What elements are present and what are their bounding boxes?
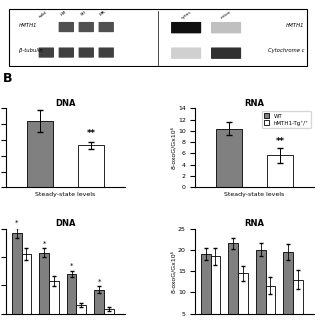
Bar xyxy=(67,274,76,314)
Text: B: B xyxy=(3,72,13,85)
Bar xyxy=(104,309,114,314)
Text: Cytochrome c: Cytochrome c xyxy=(268,48,304,53)
Text: hMTH1: hMTH1 xyxy=(19,23,37,28)
FancyBboxPatch shape xyxy=(211,47,241,59)
Text: SH: SH xyxy=(80,10,87,17)
Bar xyxy=(266,286,275,320)
Text: MR: MR xyxy=(99,10,107,17)
Bar xyxy=(21,254,31,314)
Text: cytos: cytos xyxy=(180,10,192,20)
Bar xyxy=(238,273,248,320)
Bar xyxy=(211,256,220,320)
FancyBboxPatch shape xyxy=(79,22,94,32)
Title: RNA: RNA xyxy=(244,99,265,108)
Text: *: * xyxy=(15,220,18,226)
Title: RNA: RNA xyxy=(244,219,265,228)
Title: DNA: DNA xyxy=(55,99,76,108)
Bar xyxy=(78,146,104,187)
Bar xyxy=(201,254,211,320)
Title: DNA: DNA xyxy=(55,219,76,228)
Text: wild: wild xyxy=(38,10,48,19)
Text: mitoc: mitoc xyxy=(220,10,232,20)
Bar xyxy=(94,290,104,314)
Text: **: ** xyxy=(276,137,285,146)
Legend: WT, hMTH1-Tg⁺/⁺: WT, hMTH1-Tg⁺/⁺ xyxy=(261,111,311,128)
Text: hM: hM xyxy=(60,10,67,17)
Bar xyxy=(27,121,52,187)
Text: *: * xyxy=(98,278,101,284)
Bar xyxy=(228,244,238,320)
Bar xyxy=(76,305,86,314)
FancyBboxPatch shape xyxy=(79,47,94,58)
Bar xyxy=(268,155,293,187)
FancyBboxPatch shape xyxy=(59,47,74,58)
FancyBboxPatch shape xyxy=(171,22,201,33)
Bar xyxy=(256,250,266,320)
Bar xyxy=(39,253,49,314)
Bar xyxy=(284,252,293,320)
Text: **: ** xyxy=(87,129,96,138)
Bar xyxy=(293,280,303,320)
FancyBboxPatch shape xyxy=(211,22,241,33)
Y-axis label: 8-oxoG/Gx10⁶: 8-oxoG/Gx10⁶ xyxy=(171,126,176,169)
Text: β-tubulin: β-tubulin xyxy=(19,48,43,53)
Text: *: * xyxy=(70,263,73,269)
Y-axis label: 8-oxoG/Gx10⁶: 8-oxoG/Gx10⁶ xyxy=(171,250,176,292)
FancyBboxPatch shape xyxy=(10,9,308,66)
FancyBboxPatch shape xyxy=(39,47,54,58)
FancyBboxPatch shape xyxy=(99,47,114,58)
FancyBboxPatch shape xyxy=(171,47,201,59)
Text: *: * xyxy=(43,241,46,247)
FancyBboxPatch shape xyxy=(99,22,114,32)
Text: hMTH1: hMTH1 xyxy=(286,23,304,28)
Bar xyxy=(12,233,21,314)
FancyBboxPatch shape xyxy=(59,22,74,32)
Bar xyxy=(49,281,59,314)
Bar xyxy=(216,129,242,187)
